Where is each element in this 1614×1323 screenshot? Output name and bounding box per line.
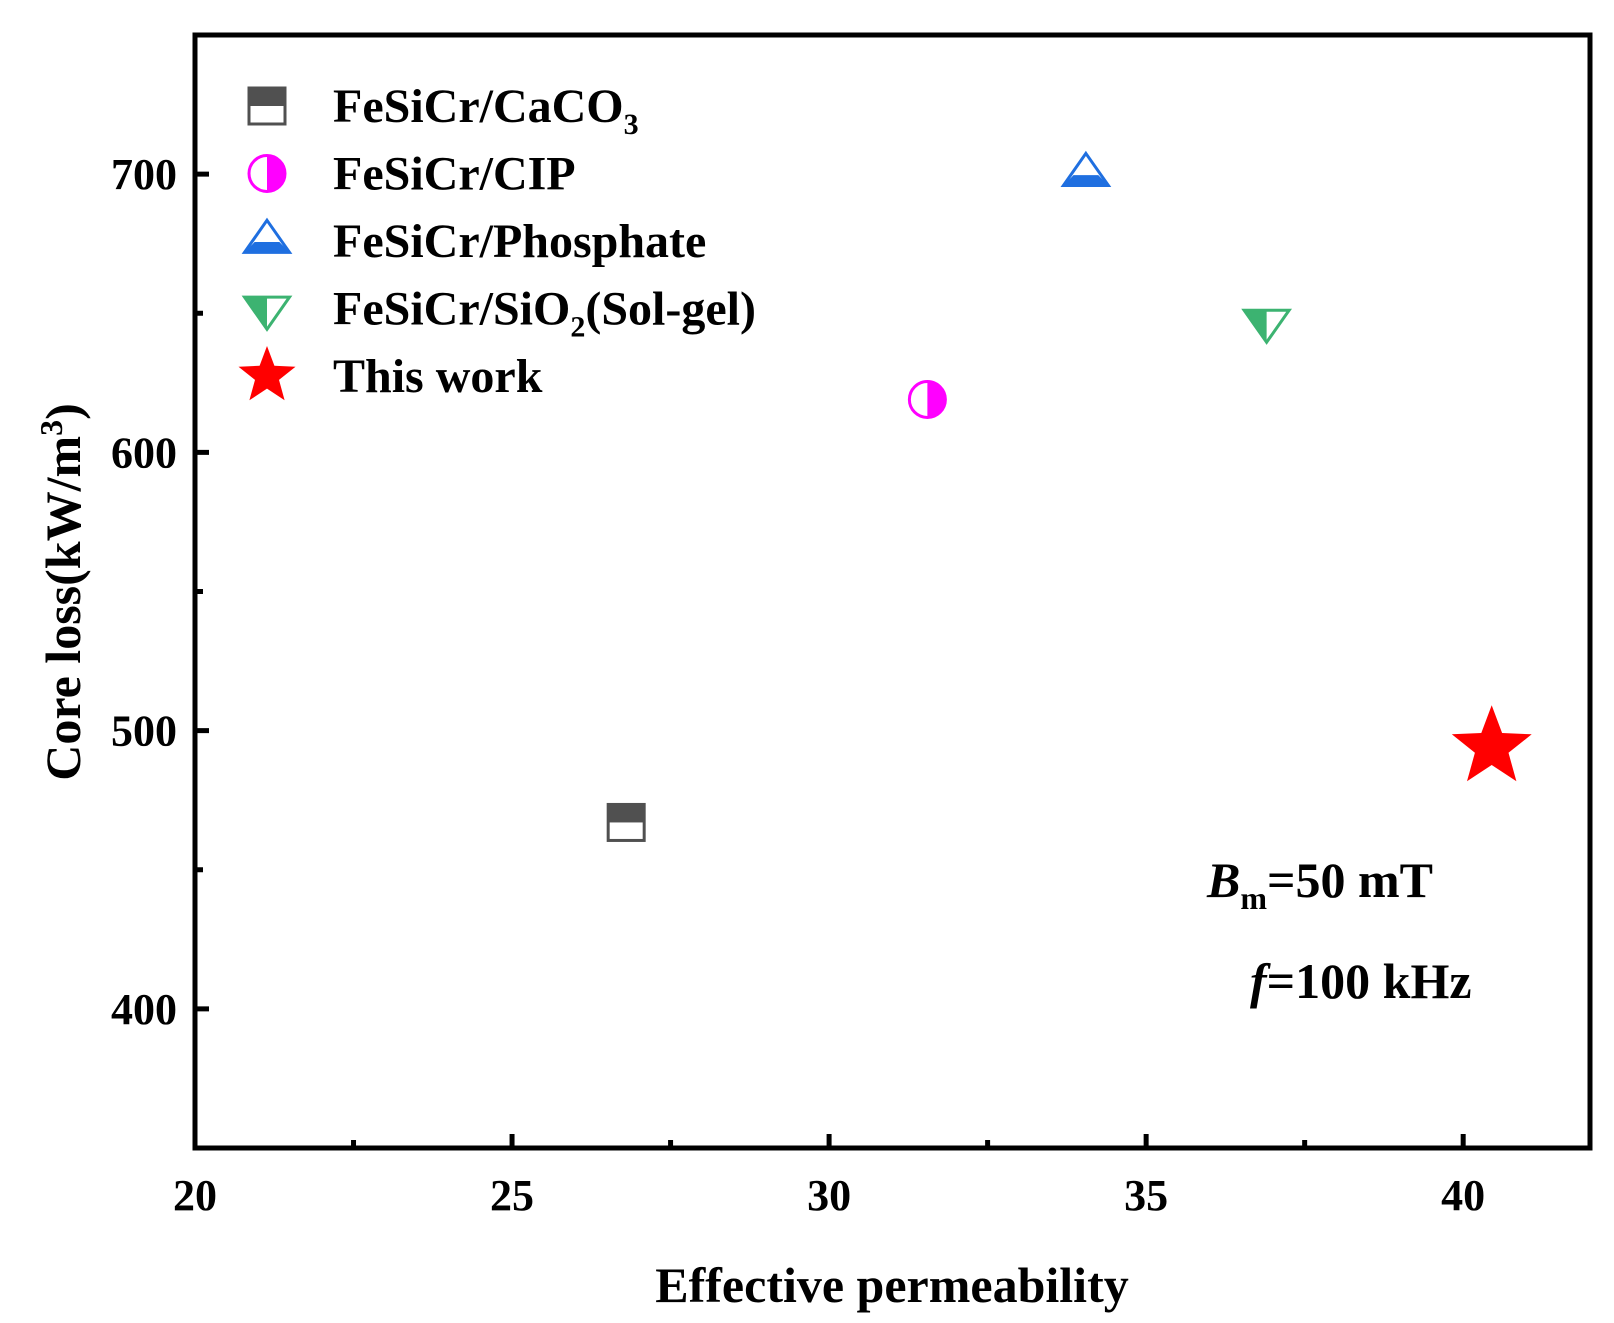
data-point — [1241, 308, 1292, 345]
legend-marker — [247, 86, 287, 126]
marker-outline — [1241, 308, 1292, 345]
bm-annotation: Bm=50 mT — [1206, 852, 1433, 916]
legend-label-main: This work — [333, 350, 543, 403]
x-tick-label: 40 — [1441, 1171, 1485, 1220]
data-points — [606, 150, 1532, 842]
legend-marker — [241, 217, 293, 254]
bm-subscript: m — [1240, 880, 1267, 916]
legend-item: This work — [238, 346, 543, 403]
data-point — [606, 802, 646, 842]
y-tick-label: 700 — [111, 150, 177, 199]
marker-outline — [241, 295, 293, 332]
legend-item: FeSiCr/SiO2(Sol-gel) — [241, 283, 756, 344]
legend-label-rest: (Sol-gel) — [585, 283, 756, 336]
y-axis-label-close: ) — [35, 403, 91, 420]
legend-label: FeSiCr/Phosphate — [333, 215, 706, 268]
y-axis-label-main: Core loss(kW/m — [35, 436, 91, 781]
data-point — [1451, 705, 1532, 782]
data-point — [1060, 150, 1112, 188]
marker-fill — [927, 381, 946, 418]
y-tick-label: 400 — [111, 985, 177, 1034]
legend-label-subscript: 3 — [624, 108, 639, 141]
y-tick-label: 500 — [111, 707, 177, 756]
marker-outline — [606, 802, 646, 842]
bm-symbol: B — [1206, 852, 1240, 908]
legend-label-main: FeSiCr/CaCO — [333, 80, 624, 133]
marker-outline — [907, 380, 947, 420]
x-tick-label: 25 — [490, 1171, 534, 1220]
marker-fill — [608, 804, 645, 823]
marker-fill — [1451, 705, 1532, 782]
x-tick-label: 30 — [807, 1171, 851, 1220]
marker-outline — [247, 154, 287, 193]
y-axis-label-exponent: 3 — [33, 420, 69, 436]
legend-label-main: FeSiCr/Phosphate — [333, 215, 706, 268]
marker-fill — [1063, 175, 1109, 186]
f-symbol: f — [1250, 953, 1271, 1009]
x-tick-label: 20 — [173, 1171, 217, 1220]
legend-label: This work — [333, 350, 543, 403]
conditions-annotation: Bm=50 mT f=100 kHz — [1206, 852, 1472, 1009]
marker-outline — [241, 217, 293, 254]
marker-fill — [267, 155, 285, 192]
legend-label: FeSiCr/CIP — [333, 148, 576, 201]
axis-ticks — [192, 171, 1466, 1148]
frequency-annotation: f=100 kHz — [1250, 953, 1472, 1009]
x-tick-label: 35 — [1124, 1171, 1168, 1220]
legend-label-subscript: 2 — [570, 311, 585, 344]
legend-label-main: FeSiCr/SiO — [333, 283, 570, 336]
data-point — [907, 380, 947, 420]
legend-marker — [241, 295, 293, 332]
x-axis-label: Effective permeability — [655, 1257, 1128, 1313]
legend-item: FeSiCr/Phosphate — [241, 215, 706, 268]
marker-fill — [238, 346, 296, 401]
legend-label-main: FeSiCr/CIP — [333, 148, 576, 201]
marker-outline — [1060, 150, 1112, 188]
axis-tick-labels: 20 25 30 35 40 400 500 600 700 — [111, 150, 1485, 1220]
y-axis-label: Core loss(kW/m3) — [33, 403, 91, 781]
marker-fill — [244, 242, 290, 253]
legend-label: FeSiCr/CaCO3 — [333, 80, 639, 141]
y-tick-label: 600 — [111, 428, 177, 477]
legend-item: FeSiCr/CaCO3 — [247, 80, 639, 141]
legend-marker — [247, 154, 287, 193]
legend-item: FeSiCr/CIP — [247, 148, 576, 201]
legend-marker — [238, 346, 296, 401]
marker-fill — [249, 88, 285, 106]
f-value: =100 kHz — [1267, 953, 1472, 1009]
legend: FeSiCr/CaCO3 FeSiCr/CIP FeSiCr/Phosphate Fe… — [238, 80, 756, 403]
marker-outline — [247, 86, 287, 126]
bm-value: =50 mT — [1267, 852, 1433, 908]
legend-label: FeSiCr/SiO2(Sol-gel) — [333, 283, 756, 344]
